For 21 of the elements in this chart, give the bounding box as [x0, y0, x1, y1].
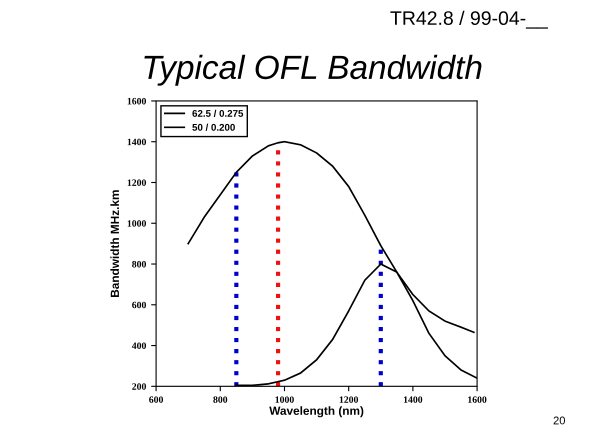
- x-tick-label: 1200: [340, 396, 358, 403]
- y-tick-label: 800: [132, 260, 146, 268]
- x-tick-label: 1000: [276, 396, 294, 403]
- y-tick-label: 400: [132, 342, 146, 350]
- y-tick-label: 1200: [128, 179, 146, 186]
- y-tick-label: 200: [132, 383, 146, 390]
- y-tick-label: 1400: [128, 138, 146, 146]
- chart-title: Typical OFL Bandwidth: [144, 54, 482, 86]
- x-tick-label: 1600: [468, 396, 486, 403]
- legend-label: 62.5 / 0.275: [192, 110, 244, 117]
- y-tick-label: 1600: [128, 98, 146, 104]
- x-axis-title: Wavelength (nm): [269, 406, 364, 418]
- x-tick-label: 800: [213, 396, 228, 403]
- x-tick-label: 600: [149, 396, 164, 403]
- x-tick-label: 1400: [404, 396, 422, 403]
- text: 20: [554, 416, 566, 424]
- legend-label: 50 / 0.200: [192, 124, 235, 131]
- text: TR42.8 / 99-04-__: [390, 10, 548, 29]
- y-tick-label: 600: [132, 302, 146, 308]
- y-tick-label: 1000: [128, 220, 146, 227]
- y-axis-title: Bandwidth MHz.km: [110, 190, 120, 297]
